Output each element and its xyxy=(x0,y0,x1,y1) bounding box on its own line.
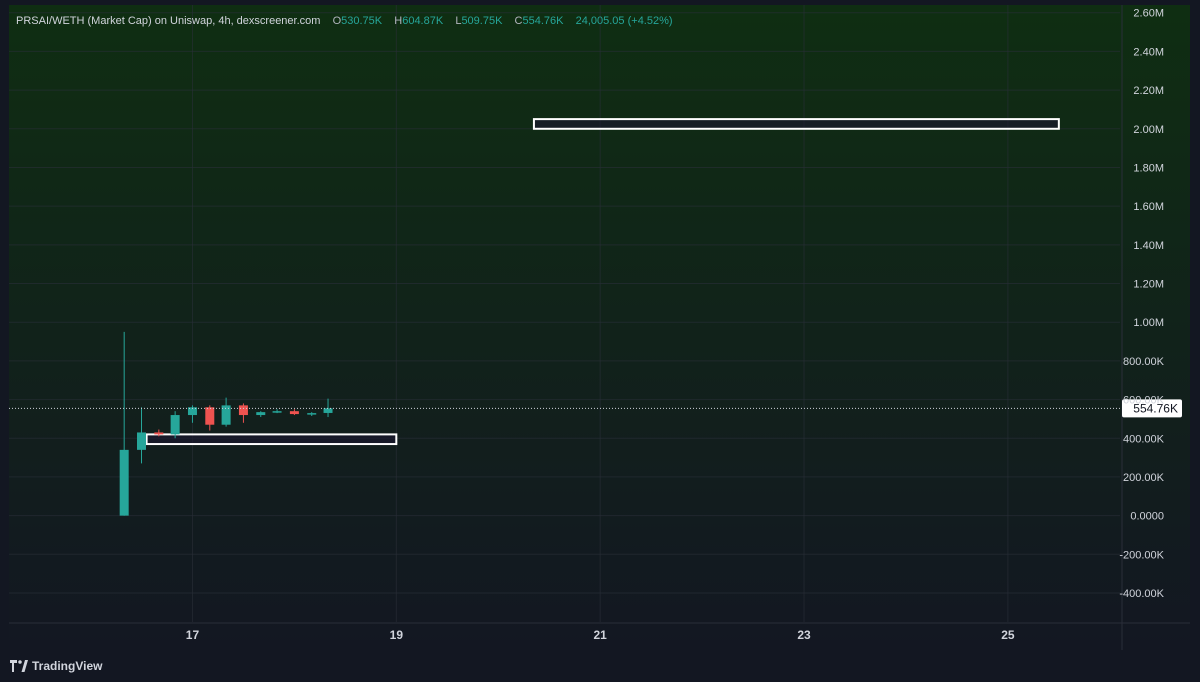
x-tick-label: 23 xyxy=(797,628,811,642)
legend-title: PRSAI/WETH (Market Cap) on Uniswap, 4h, … xyxy=(16,15,321,27)
candle-body xyxy=(307,413,317,415)
y-tick-label: 1.40M xyxy=(1133,240,1164,252)
annotation-rectangle[interactable] xyxy=(145,433,398,446)
y-tick-label: 1.80M xyxy=(1133,162,1164,174)
legend-close-value: 554.76K xyxy=(522,15,564,27)
y-tick-label: 200.00K xyxy=(1123,472,1165,484)
plot-gradient xyxy=(9,5,1190,649)
candle-body xyxy=(289,411,299,415)
candle-body xyxy=(238,405,248,416)
y-tick-label: 0.0000 xyxy=(1130,511,1164,523)
legend-open-label: O xyxy=(332,15,342,27)
candle-body xyxy=(170,415,180,435)
candle-body xyxy=(221,405,231,425)
legend-high-value: 604.87K xyxy=(402,15,444,27)
legend-open-value: 530.75K xyxy=(341,15,383,27)
y-tick-label: 400.00K xyxy=(1123,433,1165,445)
annotation-layer[interactable] xyxy=(145,118,1060,446)
candle-body xyxy=(187,407,197,416)
candle-layer xyxy=(119,331,333,516)
y-axis[interactable]: 2.60M 2.40M 2.20M 2.00M 1.80M 1.60M 1.40M 1.20M… xyxy=(1119,8,1164,600)
y-tick-label: -200.00K xyxy=(1119,549,1164,561)
candle-body xyxy=(137,432,147,450)
legend-low-value: 509.75K xyxy=(461,15,503,27)
y-tick-label: -400.00K xyxy=(1119,588,1164,600)
legend-high-label: H xyxy=(394,15,403,27)
tradingview-branding[interactable]: TradingView xyxy=(10,659,102,673)
tradingview-logo-icon xyxy=(10,660,28,672)
candle-body xyxy=(154,432,164,435)
y-tick-label: 1.20M xyxy=(1133,279,1164,291)
x-tick-label: 19 xyxy=(390,628,404,642)
y-tick-label: 1.60M xyxy=(1133,201,1164,213)
legend-close-label: C xyxy=(514,15,523,27)
y-tick-label: 2.00M xyxy=(1133,124,1164,136)
candle-body xyxy=(272,411,282,413)
candle-body xyxy=(323,408,333,413)
price-line-layer: 554.76K xyxy=(9,399,1182,418)
legend-change-value: 24,005.05 (+4.52%) xyxy=(575,15,673,27)
candle-body xyxy=(256,412,266,416)
candle-body xyxy=(205,407,215,425)
candle-body xyxy=(119,449,129,516)
x-tick-label: 25 xyxy=(1001,628,1015,642)
legend-low-label: L xyxy=(455,15,462,27)
x-tick-label: 21 xyxy=(593,628,607,642)
grid-layer xyxy=(9,5,1190,650)
x-tick-label: 17 xyxy=(186,628,200,642)
y-tick-label: 600.00K xyxy=(1123,395,1165,407)
last-price-badge xyxy=(1122,399,1182,418)
y-tick-label: 2.60M xyxy=(1133,8,1164,20)
y-tick-label: 2.40M xyxy=(1133,46,1164,58)
tradingview-label: TradingView xyxy=(32,659,103,673)
y-tick-label: 800.00K xyxy=(1123,356,1165,368)
y-tick-label: 1.00M xyxy=(1133,317,1164,329)
chart-legend: PRSAI/WETH (Market Cap) on Uniswap, 4h, … xyxy=(16,15,673,27)
annotation-rectangle[interactable] xyxy=(532,118,1060,130)
x-axis[interactable]: 17 19 21 23 25 xyxy=(186,628,1015,642)
y-tick-label: 2.20M xyxy=(1133,85,1164,97)
last-price-label: 554.76K xyxy=(1133,401,1178,415)
